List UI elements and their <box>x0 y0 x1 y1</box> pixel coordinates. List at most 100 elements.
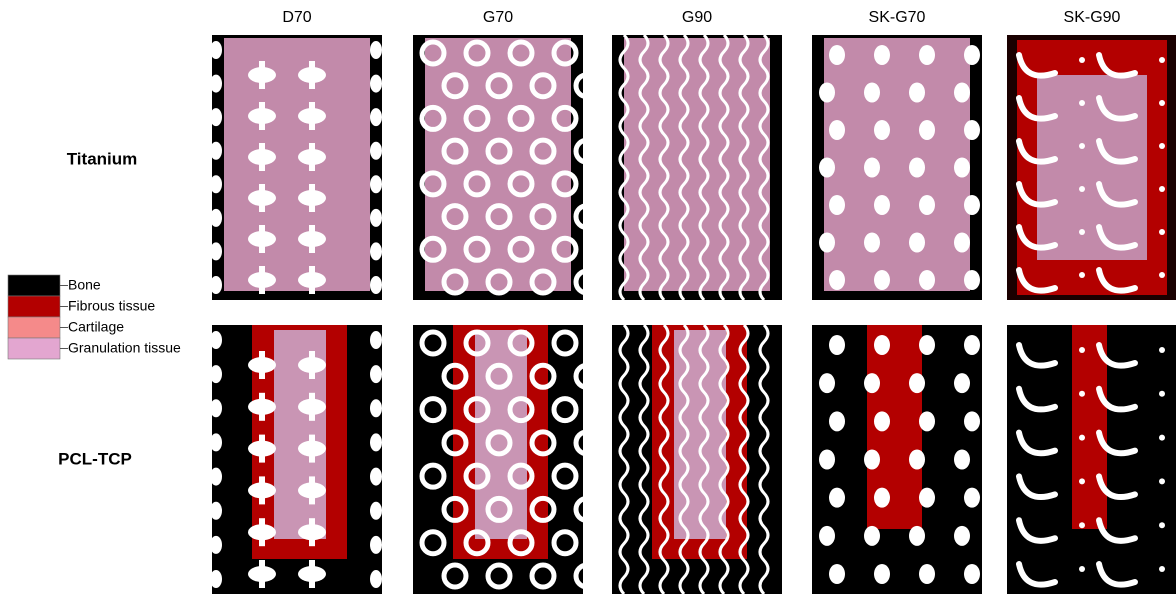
pore <box>551 104 579 132</box>
pore <box>964 564 980 584</box>
pore <box>1079 143 1085 149</box>
pore <box>874 564 890 584</box>
pore <box>1159 566 1165 572</box>
pore <box>210 365 222 384</box>
panel <box>1007 325 1176 594</box>
strut <box>1016 224 1058 251</box>
pore <box>829 120 845 140</box>
pore <box>874 411 890 432</box>
pore <box>507 329 535 357</box>
pore <box>210 208 222 227</box>
pore <box>1159 143 1165 149</box>
pore <box>909 82 925 103</box>
legend-label: Bone <box>68 277 101 293</box>
pore <box>259 225 265 253</box>
pore <box>370 208 382 227</box>
pore <box>864 449 880 470</box>
pore <box>485 429 513 457</box>
pore <box>259 560 265 588</box>
legend-label: Cartilage <box>68 319 124 335</box>
pore <box>309 560 315 588</box>
pore <box>463 170 491 198</box>
strut <box>738 323 750 594</box>
pore <box>954 525 970 546</box>
pore <box>441 203 469 231</box>
pore <box>441 562 469 590</box>
pore <box>507 462 535 490</box>
panel <box>413 325 601 594</box>
strut <box>1016 473 1058 501</box>
pore <box>864 525 880 546</box>
strut <box>1016 181 1058 208</box>
pore <box>919 195 935 215</box>
pore <box>419 235 447 263</box>
strut <box>1016 267 1058 294</box>
pore <box>370 41 382 59</box>
pore <box>909 232 925 253</box>
pore <box>954 82 970 103</box>
pore <box>829 411 845 432</box>
pore <box>370 365 382 384</box>
pore <box>210 399 222 418</box>
pore <box>919 411 935 432</box>
pore <box>419 329 447 357</box>
pore <box>485 562 513 590</box>
pore <box>259 143 265 171</box>
pore <box>819 373 835 394</box>
pore <box>819 449 835 470</box>
pore <box>874 335 890 355</box>
strut <box>1096 561 1138 588</box>
pore <box>954 373 970 394</box>
panel <box>210 325 382 594</box>
strut <box>718 323 730 594</box>
pore <box>573 429 601 457</box>
pore <box>370 175 382 194</box>
pore <box>419 396 447 424</box>
pore <box>463 462 491 490</box>
pore <box>370 74 382 93</box>
strut <box>1096 473 1138 501</box>
pore <box>485 362 513 390</box>
pore <box>463 39 491 67</box>
strut <box>1096 52 1138 79</box>
pore <box>964 487 980 508</box>
pore <box>419 170 447 198</box>
strut <box>758 33 770 302</box>
pore <box>874 270 890 290</box>
pore <box>864 232 880 253</box>
strut <box>1096 95 1138 122</box>
pore <box>1159 229 1165 235</box>
pore <box>864 373 880 394</box>
pore <box>529 203 557 231</box>
pore <box>551 39 579 67</box>
pore <box>485 72 513 100</box>
pore <box>1079 347 1085 353</box>
pore <box>829 270 845 290</box>
legend-label: Fibrous tissue <box>68 298 155 314</box>
pore <box>964 120 980 140</box>
pore <box>441 72 469 100</box>
strut <box>1016 342 1058 369</box>
pore <box>370 570 382 588</box>
strut <box>698 33 710 302</box>
pore <box>964 195 980 215</box>
pore <box>919 45 935 65</box>
row-label: PCL-TCP <box>58 449 132 468</box>
strut <box>638 323 650 594</box>
pore <box>829 45 845 65</box>
panel <box>612 323 782 594</box>
pore <box>259 184 265 212</box>
pore <box>909 157 925 178</box>
pore <box>441 495 469 523</box>
pore <box>259 266 265 294</box>
pore <box>573 495 601 523</box>
pore <box>1079 100 1085 106</box>
pore <box>370 433 382 452</box>
pore <box>210 535 222 554</box>
pore <box>370 276 382 294</box>
pore <box>819 157 835 178</box>
pore <box>919 270 935 290</box>
pore <box>507 39 535 67</box>
pore <box>1159 478 1165 485</box>
pore <box>259 476 265 505</box>
